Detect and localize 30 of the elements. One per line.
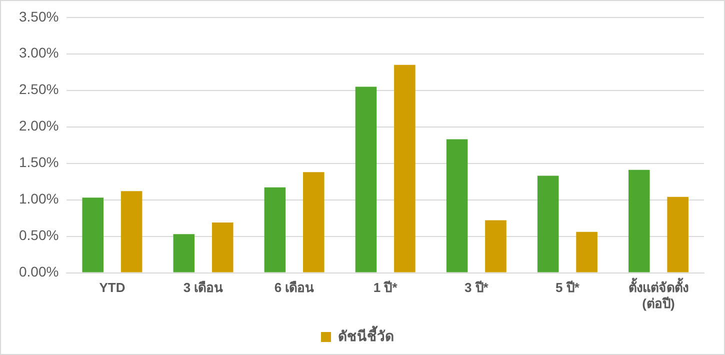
y-tick-label: 3.50% xyxy=(18,8,59,24)
y-tick-label: 2.50% xyxy=(18,81,59,98)
x-tick-label: 5 ปี* xyxy=(555,280,580,296)
x-tick-label: 3 ปี* xyxy=(464,280,490,296)
bar xyxy=(667,196,688,272)
x-tick-label: ตั้งแต่จัดตั้ง (ต่อปี) xyxy=(628,277,688,311)
bar xyxy=(394,64,416,272)
y-tick-label: 1.50% xyxy=(18,154,59,170)
y-tick-label: 1.00% xyxy=(18,190,59,207)
y-tick-label: 2.00% xyxy=(18,118,59,134)
x-tick-label: 6 เดือน xyxy=(274,280,314,296)
bar xyxy=(576,232,598,272)
legend-label: ดัชนีชี้วัด xyxy=(338,324,394,344)
y-tick-label: 3.00% xyxy=(18,44,59,61)
bar xyxy=(355,86,377,272)
bar xyxy=(485,220,506,272)
x-tick-label: YTD xyxy=(99,280,126,296)
bar xyxy=(303,172,324,272)
bar xyxy=(173,234,195,272)
bar xyxy=(120,191,142,272)
bar xyxy=(446,139,468,272)
x-tick-label: 3 เดือน xyxy=(183,280,224,296)
bar xyxy=(264,187,286,272)
y-tick-label: 0.50% xyxy=(18,227,59,244)
y-tick-label: 0.00% xyxy=(18,264,59,280)
bar xyxy=(82,198,104,272)
bar xyxy=(537,176,559,272)
x-tick-label: 1 ปี* xyxy=(373,280,398,296)
bar xyxy=(212,222,234,272)
bar xyxy=(628,170,650,272)
